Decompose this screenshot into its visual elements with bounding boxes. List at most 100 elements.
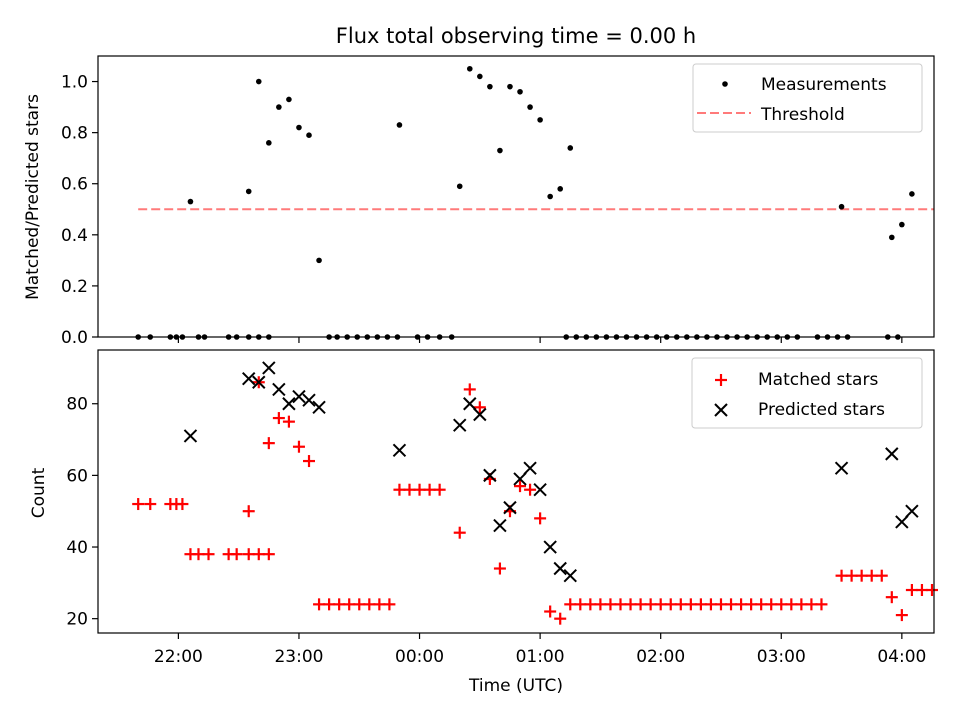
matched-star-point — [735, 598, 748, 611]
matched-star-point — [230, 548, 243, 561]
measurement-point — [276, 104, 282, 110]
matched-star-point — [323, 598, 336, 611]
matched-star-point — [423, 483, 436, 496]
matched-star-point — [865, 569, 878, 582]
x-tick-label: 00:00 — [395, 647, 444, 667]
matched-star-point — [393, 483, 406, 496]
matched-star-point — [176, 498, 189, 511]
measurement-point — [557, 186, 564, 192]
count-y-tick-label: 80 — [66, 395, 88, 415]
predicted-stars-legend-label: Predicted stars — [758, 400, 885, 420]
matched-star-point — [544, 605, 557, 618]
measurement-point — [477, 73, 483, 80]
measurement-point — [286, 96, 292, 103]
count-legend-box — [691, 357, 923, 429]
matched-star-point — [684, 598, 697, 611]
ratio-y-axis-label: Matched/Predicted stars — [23, 94, 43, 300]
predicted-stars-legend-marker — [714, 403, 728, 417]
matched-star-point — [795, 598, 808, 611]
measurement-point — [396, 122, 403, 128]
x-axis-label: Time (UTC) — [468, 676, 563, 696]
ratio-legend: Measurements Threshold — [692, 63, 923, 133]
matched-star-point — [855, 569, 868, 582]
matched-star-point — [252, 548, 265, 561]
count-axes-frame — [97, 349, 935, 634]
measurement-point — [296, 124, 302, 131]
ratio-legend-box — [692, 63, 923, 133]
measurements-legend-marker — [722, 81, 728, 87]
matched-star-point — [514, 480, 527, 493]
matched-star-point — [915, 584, 928, 597]
matched-star-point — [262, 548, 275, 561]
measurement-point — [316, 257, 322, 264]
ratio-y-tick-label: 0.2 — [61, 277, 88, 297]
measurement-point — [456, 183, 463, 190]
predicted-star-point — [292, 389, 306, 404]
ratio-y-ticks: 0.0 0.2 0.4 0.6 0.8 1.0 — [61, 73, 98, 348]
ratio-y-tick-label: 0.6 — [61, 175, 88, 195]
measurement-point — [245, 188, 252, 195]
predicted-star-point — [834, 461, 849, 475]
measurement-point — [527, 104, 533, 110]
matched-star-point — [694, 598, 707, 611]
ratio-x-ticks — [177, 337, 903, 343]
count-x-ticks: 22:00 23:00 00:00 01:00 02:00 03:00 04:00 — [154, 633, 926, 667]
threshold-legend-label: Threshold — [760, 105, 845, 125]
predicted-star-point — [302, 393, 316, 407]
count-y-axis-label: Count — [29, 467, 49, 518]
measurement-point — [266, 140, 272, 146]
matched-star-point — [745, 598, 758, 611]
matched-star-point — [634, 598, 647, 611]
predicted-star-point — [312, 400, 326, 415]
measurement-point — [507, 83, 513, 90]
predicted-star-point — [473, 407, 487, 422]
count-y-ticks: 20 40 60 80 — [66, 395, 98, 630]
predicted-star-point — [483, 468, 497, 483]
matched-star-point — [463, 383, 476, 396]
matched-star-point — [674, 598, 687, 611]
matched-star-point — [775, 598, 788, 611]
matched-star-point — [654, 598, 667, 611]
matched-star-point — [664, 598, 677, 611]
predicted-star-point — [262, 361, 276, 375]
matched-star-point — [835, 569, 848, 582]
matched-star-point — [373, 598, 386, 611]
matched-star-point — [403, 483, 416, 496]
matched-star-point — [313, 598, 326, 611]
predicted-star-point — [905, 504, 919, 518]
matched-star-point — [815, 598, 828, 611]
matched-star-point — [262, 437, 275, 450]
matched-star-point — [343, 598, 356, 611]
matched-star-point — [303, 455, 316, 468]
chart-title: Flux total observing time = 0.00 h — [336, 24, 696, 48]
count-y-tick-label: 40 — [66, 538, 88, 558]
predicted-star-point — [453, 418, 467, 432]
matched-star-point — [564, 598, 577, 611]
measurement-point — [497, 147, 503, 154]
matched-star-point — [202, 548, 215, 561]
matched-star-point — [594, 598, 607, 611]
measurement-point — [567, 145, 574, 151]
measurements-legend-label: Measurements — [761, 75, 887, 95]
x-tick-label: 23:00 — [274, 647, 323, 667]
measurement-point — [517, 88, 523, 95]
measurement-point — [547, 193, 553, 200]
matched-star-point — [383, 598, 396, 611]
predicted-star-point — [463, 397, 477, 411]
predicted-star-point — [553, 561, 567, 576]
predicted-star-point — [513, 472, 527, 486]
predicted-star-point — [523, 461, 537, 475]
measurement-point — [487, 83, 493, 90]
matched-star-point — [144, 498, 157, 511]
predicted-star-point — [543, 540, 557, 554]
predicted-star-point — [392, 443, 407, 458]
x-tick-label: 01:00 — [516, 647, 565, 667]
matched-star-point — [132, 498, 145, 511]
measurement-point — [255, 78, 262, 85]
predicted-star-point — [895, 515, 909, 529]
count-y-tick-label: 20 — [66, 610, 88, 630]
matched-star-point — [493, 562, 506, 575]
matched-star-point — [554, 612, 567, 625]
matched-star-point — [242, 548, 255, 561]
